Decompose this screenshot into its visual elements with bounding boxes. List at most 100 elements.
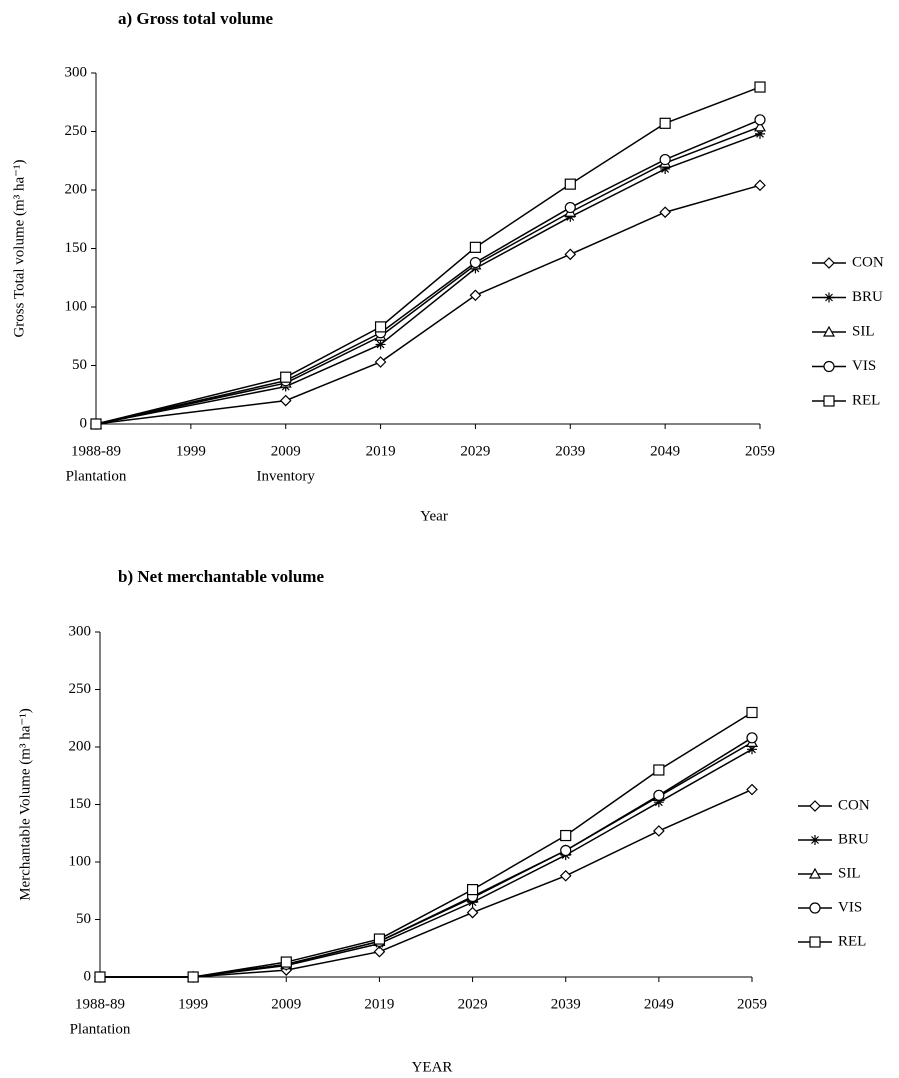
- data-point: [375, 339, 386, 350]
- annotation: Inventory: [257, 468, 316, 484]
- data-point: [280, 371, 292, 383]
- x-tick-label: 1988-89: [75, 996, 125, 1012]
- data-point: [755, 128, 765, 139]
- legend-marker: [823, 360, 835, 373]
- y-tick-label: 150: [65, 240, 88, 256]
- x-tick-label: 2059: [737, 996, 767, 1012]
- legend-label: SIL: [852, 323, 875, 339]
- x-tick-label: 2049: [650, 443, 680, 459]
- data-point: [653, 789, 665, 801]
- data-point: [659, 153, 671, 166]
- data-point: [279, 394, 292, 407]
- data-point: [746, 706, 758, 719]
- y-tick-label: 200: [65, 181, 88, 197]
- y-tick-label: 50: [72, 357, 87, 373]
- y-tick-label: 250: [69, 681, 92, 697]
- data-point: [280, 956, 292, 968]
- y-tick-label: 250: [65, 123, 88, 139]
- legend-label: VIS: [852, 358, 876, 374]
- y-axis-label: Gross Total volume (m³ ha⁻¹): [11, 159, 27, 337]
- data-point: [746, 783, 758, 796]
- legend-label: BRU: [838, 831, 869, 847]
- legend-label: VIS: [838, 899, 862, 915]
- legend-label: CON: [852, 254, 884, 270]
- data-point: [564, 178, 576, 190]
- y-tick-label: 100: [65, 298, 88, 314]
- legend-marker: [810, 835, 820, 845]
- y-tick-label: 50: [76, 911, 91, 927]
- data-point: [560, 844, 572, 857]
- data-point: [753, 120, 767, 132]
- data-point: [660, 163, 671, 174]
- series-line: [95, 133, 761, 425]
- data-point: [466, 906, 479, 919]
- data-point: [373, 933, 386, 945]
- x-tick-label: 2019: [364, 996, 394, 1012]
- legend-label: BRU: [852, 289, 883, 305]
- legend-marker: [823, 257, 835, 269]
- series-line: [95, 184, 761, 425]
- x-tick-label: 2009: [271, 996, 301, 1012]
- x-tick-label: 1999: [176, 443, 206, 459]
- data-point: [469, 289, 482, 302]
- chart-title: b) Net merchantable volume: [118, 567, 324, 586]
- series-line: [100, 711, 753, 978]
- data-point: [754, 179, 766, 192]
- legend-marker: [823, 395, 835, 407]
- series-line: [95, 86, 761, 425]
- x-tick-label: 2029: [458, 996, 488, 1012]
- data-point: [653, 764, 665, 776]
- legend-label: REL: [838, 933, 866, 949]
- y-tick-label: 150: [69, 796, 92, 812]
- data-point: [754, 81, 766, 93]
- data-point: [565, 211, 576, 222]
- legend-label: SIL: [838, 865, 861, 881]
- legend-label: CON: [838, 797, 870, 813]
- annotation: Plantation: [70, 1021, 131, 1037]
- x-tick-label: 2049: [644, 996, 674, 1012]
- data-point: [746, 732, 758, 744]
- series-line: [100, 741, 753, 978]
- data-point: [560, 829, 572, 842]
- data-point: [373, 945, 386, 958]
- x-axis-label: Year: [420, 508, 448, 524]
- y-tick-label: 200: [69, 738, 92, 754]
- series-line: [100, 748, 753, 978]
- data-point: [659, 117, 671, 129]
- data-point: [747, 744, 757, 755]
- data-point: [653, 797, 664, 808]
- data-point: [94, 971, 106, 983]
- x-tick-label: 1999: [178, 996, 208, 1012]
- x-tick-label: 1988-89: [71, 443, 121, 459]
- legend-marker: [809, 902, 821, 914]
- data-point: [659, 206, 671, 219]
- x-tick-label: 2039: [555, 443, 585, 459]
- data-point: [90, 418, 102, 430]
- x-tick-label: 2019: [366, 443, 396, 459]
- y-tick-label: 0: [84, 968, 92, 984]
- data-point: [564, 248, 577, 261]
- data-point: [653, 825, 665, 837]
- data-point: [466, 883, 479, 896]
- legend-marker: [822, 325, 836, 337]
- data-point: [187, 971, 199, 983]
- data-point: [559, 869, 572, 882]
- y-tick-label: 0: [80, 415, 88, 431]
- legend-marker: [824, 292, 834, 303]
- x-tick-label: 2039: [551, 996, 581, 1012]
- data-point: [374, 356, 387, 368]
- legend-marker: [809, 800, 821, 812]
- data-point: [469, 241, 482, 253]
- legend-marker: [809, 936, 821, 948]
- annotation: Plantation: [66, 468, 127, 484]
- y-tick-label: 100: [69, 853, 92, 869]
- y-tick-label: 300: [69, 623, 92, 639]
- data-point: [754, 114, 766, 126]
- x-tick-label: 2009: [271, 443, 301, 459]
- x-axis-label: YEAR: [412, 1059, 453, 1075]
- data-point: [374, 321, 387, 333]
- legend-marker: [808, 867, 822, 879]
- data-point: [469, 256, 482, 269]
